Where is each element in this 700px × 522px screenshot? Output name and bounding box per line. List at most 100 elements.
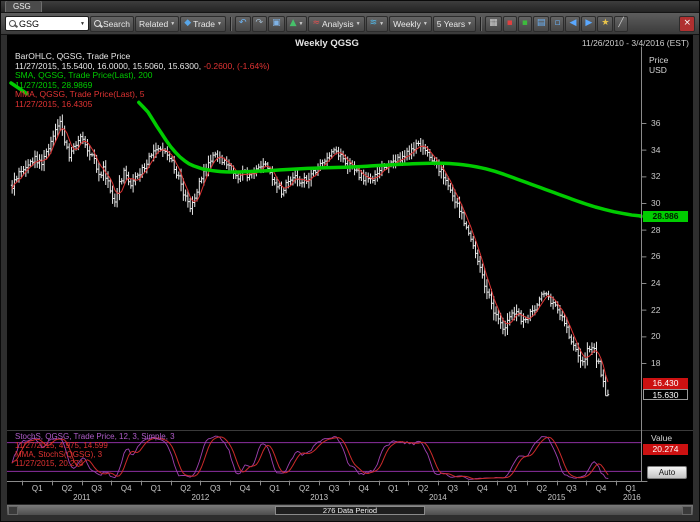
- quarter-tick-label: Q3: [447, 484, 458, 493]
- price-axis-title-line2: USD: [649, 65, 667, 75]
- sell-marker-button[interactable]: ▪: [502, 15, 517, 32]
- analysis-icon: ≈: [312, 18, 320, 28]
- toolbar-separator: [229, 16, 231, 31]
- window-icon: ▫: [554, 18, 561, 28]
- sma-price-badge: 28.986: [643, 211, 688, 222]
- magnifier-icon: [9, 20, 16, 27]
- price-tick-label: 22: [651, 304, 661, 315]
- stoch-value-badge: 20.274: [643, 444, 688, 455]
- layout-button[interactable]: ▤: [532, 15, 550, 32]
- buy-marker-button[interactable]: ▪: [517, 15, 532, 32]
- quarter-tick-label: Q3: [209, 484, 221, 493]
- date-range: 11/26/2010 - 3/4/2016 (EST): [581, 38, 689, 48]
- magnifier-icon: [94, 20, 101, 27]
- trade-dropdown-label: Trade: [193, 18, 216, 29]
- auto-scale-button[interactable]: Auto: [647, 466, 687, 479]
- year-tick-label: 2016: [622, 493, 641, 502]
- symbol-value: GSG: [19, 18, 40, 29]
- range-dropdown[interactable]: 5 Years ▼: [432, 15, 477, 32]
- quarter-tick-label: Q1: [150, 484, 162, 493]
- new-window-button[interactable]: ▫: [550, 15, 565, 32]
- indicators-icon: ≋: [369, 18, 378, 28]
- symbol-search-combo[interactable]: GSG ▼: [5, 16, 89, 31]
- chevron-down-icon: ▼: [379, 20, 385, 27]
- chart-style-dropdown[interactable]: ▲ ▼: [285, 15, 308, 32]
- quarter-tick-label: Q4: [595, 484, 607, 493]
- green-square-icon: ▪: [521, 18, 528, 28]
- price-tick-label: 36: [651, 118, 661, 128]
- red-square-icon: ▪: [506, 18, 513, 28]
- quarter-tick-label: Q3: [91, 484, 102, 493]
- quarter-tick-label: Q2: [180, 484, 191, 493]
- quarter-tick-label: Q1: [269, 484, 280, 493]
- data-period-box[interactable]: 276 Data Period: [275, 505, 425, 515]
- forward-button[interactable]: ▶: [581, 15, 597, 32]
- price-axis-title: Price USD: [649, 55, 668, 75]
- period-dropdown-label: Weekly: [393, 18, 421, 29]
- chart-tab-gsg[interactable]: GSG: [5, 1, 42, 12]
- quarter-tick-label: Q1: [506, 484, 518, 493]
- stoch-axis-title: Value: [651, 433, 673, 443]
- chart-plot-area[interactable]: [7, 35, 693, 487]
- analysis-dropdown-label: Analysis: [322, 18, 354, 29]
- chevron-down-icon: ▼: [80, 20, 85, 27]
- price-tick-label: 34: [651, 144, 661, 155]
- mma-price-badge: 16.430: [643, 378, 688, 389]
- indicators-dropdown[interactable]: ≋ ▼: [365, 15, 389, 32]
- quarter-tick-label: Q3: [328, 484, 340, 493]
- chevron-down-icon: ▼: [422, 20, 428, 27]
- chevron-down-icon: ▼: [170, 20, 176, 27]
- chevron-down-icon: ▼: [355, 20, 361, 27]
- quarter-tick-label: Q1: [625, 484, 637, 493]
- chevron-down-icon: ▼: [298, 20, 304, 27]
- back-button[interactable]: ◀: [565, 15, 581, 32]
- grid-toggle-button[interactable]: ▦: [485, 15, 502, 32]
- scroll-left-button[interactable]: [8, 505, 18, 515]
- trade-dropdown[interactable]: ◆ Trade ▼: [180, 15, 226, 32]
- last-price-badge: 15.630: [643, 389, 688, 400]
- chart-area: Weekly QGSG 11/26/2010 - 3/4/2016 (EST) …: [7, 35, 693, 515]
- chevron-down-icon: ▼: [217, 20, 222, 27]
- back-arrow-icon: ◀: [569, 18, 577, 28]
- layout-icon: ▤: [536, 18, 546, 28]
- grid-icon: ▦: [489, 18, 498, 28]
- analysis-dropdown[interactable]: ≈ Analysis ▼: [308, 15, 365, 32]
- price-tick-label: 24: [651, 278, 661, 288]
- price-axis-title-line1: Price: [649, 55, 669, 65]
- quarter-tick-label: Q4: [477, 484, 488, 493]
- quarter-tick-label: Q4: [239, 484, 251, 493]
- undo-button[interactable]: ↶: [234, 15, 251, 32]
- trade-icon: ◆: [184, 18, 192, 28]
- toolbar-separator: [480, 16, 482, 31]
- quarter-tick-label: Q2: [298, 484, 310, 493]
- copy-icon: ▣: [272, 18, 281, 28]
- price-tick-label: 32: [651, 171, 661, 182]
- year-tick-label: 2012: [191, 493, 210, 502]
- price-tick-label: 28: [651, 224, 661, 235]
- quarter-tick-label: Q2: [61, 484, 73, 493]
- price-axis: Price USD 18 20 22 24 26 28 30 32 34 36 28.986 16…: [643, 35, 693, 487]
- search-button-label: Search: [103, 18, 130, 29]
- toolbar: GSG ▼ Search Related ▼ ◆ Trade ▼ ↶ ↷ ▣ ▲ ▼ ≈ Analysi…: [1, 13, 699, 35]
- redo-button[interactable]: ↷: [251, 15, 268, 32]
- star-icon: ★: [601, 18, 610, 28]
- tab-bar: GSG: [1, 1, 699, 13]
- period-dropdown[interactable]: Weekly ▼: [389, 15, 432, 32]
- flag-button[interactable]: ★: [597, 15, 614, 32]
- chart-title: Weekly QGSG: [295, 38, 359, 49]
- year-tick-label: 2015: [547, 493, 566, 502]
- year-tick-label: 2013: [310, 493, 329, 502]
- price-tick-label: 20: [651, 331, 661, 342]
- search-button[interactable]: Search: [90, 15, 134, 32]
- quarter-tick-label: Q2: [536, 484, 548, 493]
- related-dropdown[interactable]: Related ▼: [134, 15, 180, 32]
- trendline-button[interactable]: ╱: [614, 15, 628, 32]
- quarter-tick-label: Q4: [358, 484, 369, 493]
- quarter-tick-label: Q1: [31, 484, 43, 493]
- scroll-right-button[interactable]: [682, 505, 692, 515]
- range-dropdown-label: 5 Years: [436, 18, 466, 29]
- close-chart-button[interactable]: ×: [679, 15, 695, 32]
- copy-chart-button[interactable]: ▣: [268, 15, 285, 32]
- redo-icon: ↷: [255, 18, 264, 28]
